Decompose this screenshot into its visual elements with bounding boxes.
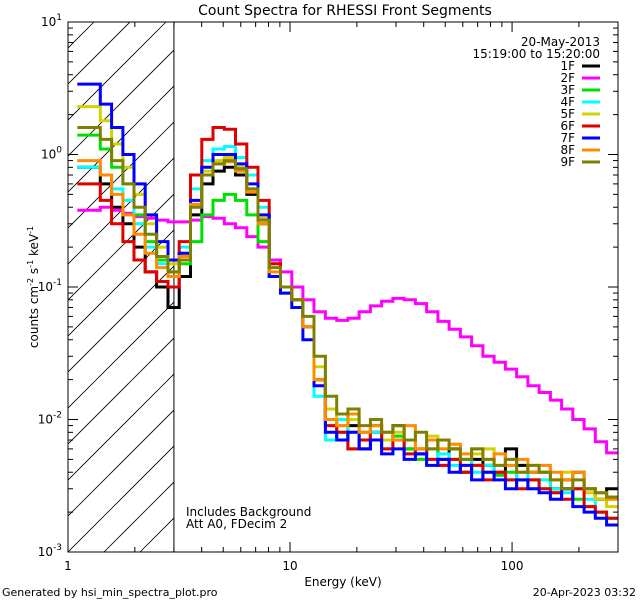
hatch-line xyxy=(68,445,174,552)
hatch-line xyxy=(68,193,174,301)
legend-label-3F: 3F xyxy=(560,83,575,97)
series-4F xyxy=(77,145,618,520)
legend-label-4F: 4F xyxy=(560,95,575,109)
series-3F xyxy=(77,133,618,520)
y-tick-base: 10 xyxy=(41,15,56,29)
legend-label-1F: 1F xyxy=(560,59,575,73)
y-tick-base: 10 xyxy=(38,413,53,427)
hatched-region xyxy=(68,22,174,552)
hatch-line xyxy=(68,49,174,157)
y-tick-label: 10-2 xyxy=(38,411,62,427)
hatch-line xyxy=(68,85,174,193)
annotation-background: Includes Background xyxy=(186,505,311,519)
y-axis-label: counts cm-2 s-1 keV-1 xyxy=(26,226,41,348)
y-tick-exponent: -1 xyxy=(53,278,62,288)
y-tick-label: 10-1 xyxy=(38,278,62,294)
y-tick-exponent: 0 xyxy=(56,146,62,156)
footer-generated-by: Generated by hsi_min_spectra_plot.pro xyxy=(2,586,218,599)
hatch-line xyxy=(68,229,174,337)
y-tick-exponent: 1 xyxy=(56,13,62,23)
y-tick-label: 100 xyxy=(41,146,62,162)
time-range-label: 15:19:00 to 15:20:00 xyxy=(473,47,600,61)
legend-label-8F: 8F xyxy=(560,143,575,157)
hatch-line xyxy=(68,409,174,517)
chart-title: Count Spectra for RHESSI Front Segments xyxy=(198,3,492,19)
hatch-line xyxy=(68,22,167,121)
legend-label-6F: 6F xyxy=(560,119,575,133)
y-axis-label-sup2: -1 xyxy=(26,260,35,268)
legend-label-9F: 9F xyxy=(560,155,575,169)
y-axis-label-sup1: -2 xyxy=(26,278,35,286)
y-axis-label-mid: s xyxy=(27,268,41,278)
x-tick-label: 10 xyxy=(282,559,297,573)
series-9F xyxy=(77,126,618,499)
y-tick-base: 10 xyxy=(41,148,56,162)
y-tick-label: 10-3 xyxy=(38,543,62,559)
hatch-line xyxy=(68,22,131,85)
y-axis-label-sup3: -1 xyxy=(26,226,35,234)
legend-label-7F: 7F xyxy=(560,131,575,145)
x-tick-label: 100 xyxy=(501,559,524,573)
hatch-line xyxy=(68,373,174,481)
footer-timestamp: 20-Apr-2023 03:32 xyxy=(533,586,636,599)
legend-label-5F: 5F xyxy=(560,107,575,121)
y-tick-exponent: -3 xyxy=(53,543,62,553)
y-tick-label: 101 xyxy=(41,13,62,29)
annotation-attenuator: Att A0, FDecim 2 xyxy=(186,517,287,531)
y-tick-exponent: -2 xyxy=(53,411,62,421)
x-tick-labels: 1 10 100 xyxy=(64,559,523,573)
x-tick-label: 1 xyxy=(64,559,72,573)
x-axis-label: Energy (keV) xyxy=(304,575,381,589)
series-layer xyxy=(77,82,618,527)
axis-ticks xyxy=(67,21,619,553)
y-axis-label-end: keV xyxy=(27,233,41,260)
series-7F xyxy=(77,82,618,527)
hatch-line xyxy=(68,265,174,373)
series-2F xyxy=(77,205,618,455)
y-tick-base: 10 xyxy=(38,280,53,294)
date-label: 20-May-2013 xyxy=(521,35,600,49)
y-axis-label-main: counts cm xyxy=(27,286,41,348)
y-tick-base: 10 xyxy=(38,545,53,559)
legend-label-2F: 2F xyxy=(560,71,575,85)
series-6F xyxy=(77,126,618,520)
